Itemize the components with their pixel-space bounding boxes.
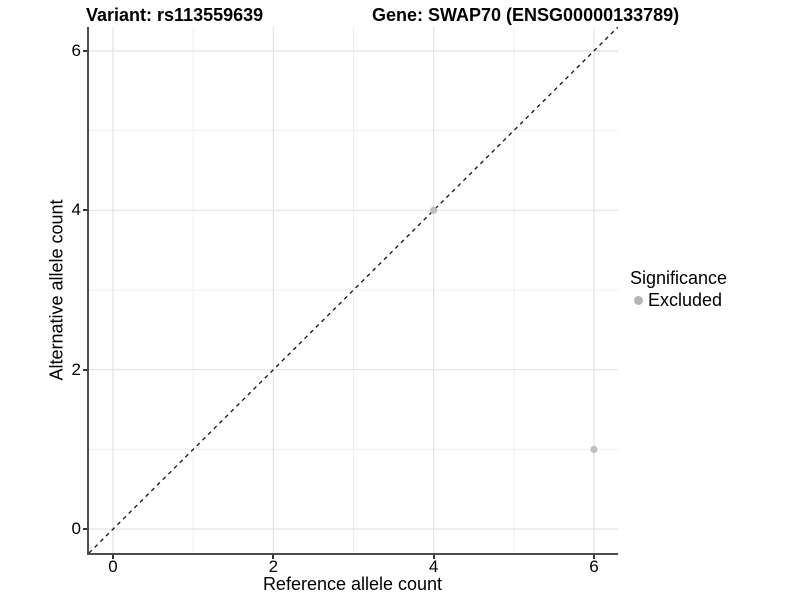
variant-title: Variant: rs113559639	[86, 5, 264, 25]
legend-item-label: Excluded	[648, 290, 723, 310]
legend-point-icon	[634, 296, 643, 305]
x-tick-label: 4	[428, 557, 439, 576]
legend-items: Excluded	[630, 290, 727, 311]
x-tick-mark	[112, 555, 115, 559]
plot-panel	[87, 27, 618, 555]
x-tick-label: 0	[108, 557, 118, 576]
data-point	[590, 445, 598, 453]
y-tick-label: 6	[71, 40, 81, 60]
plot-canvas	[89, 27, 618, 553]
y-tick-mark	[83, 49, 87, 52]
data-point	[430, 206, 438, 214]
y-tick-mark	[83, 528, 87, 531]
x-tick-mark	[272, 555, 275, 559]
y-tick-label: 0	[71, 519, 81, 539]
y-tick-label: 2	[71, 359, 81, 379]
y-tick-label: 4	[71, 200, 81, 220]
x-axis-title: Reference allele count	[262, 574, 443, 594]
legend-title: Significance	[630, 268, 728, 288]
x-tick-label: 2	[268, 557, 279, 576]
x-tick-mark	[432, 555, 435, 559]
y-tick-mark	[83, 209, 87, 212]
y-tick-mark	[83, 368, 87, 371]
legend-item: Excluded	[630, 290, 727, 311]
y-axis-title: Alternative allele count	[46, 199, 67, 381]
x-tick-mark	[592, 555, 595, 559]
legend: Significance Excluded	[630, 268, 727, 311]
gene-title: Gene: SWAP70 (ENSG00000133789)	[372, 5, 680, 25]
x-tick-label: 6	[589, 557, 599, 576]
